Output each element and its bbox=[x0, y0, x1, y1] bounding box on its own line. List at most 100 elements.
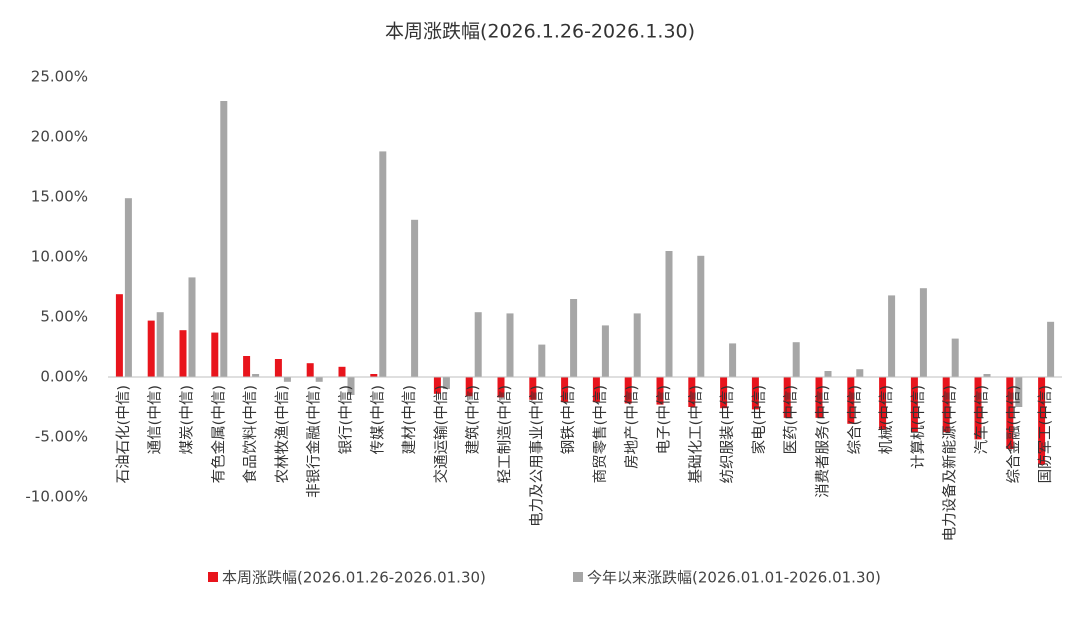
x-tick-label: 电力设备及新能源(中信) bbox=[942, 385, 959, 541]
x-tick-label: 医药(中信) bbox=[783, 385, 800, 454]
bar bbox=[274, 359, 282, 377]
bar bbox=[179, 330, 187, 377]
x-tick-label: 商贸零售(中信) bbox=[592, 385, 609, 483]
bar bbox=[115, 294, 123, 377]
legend-label: 本周涨跌幅(2026.01.26-2026.01.30) bbox=[222, 569, 486, 587]
y-tick-label: -5.00% bbox=[35, 428, 88, 446]
y-tick-label: 5.00% bbox=[40, 308, 88, 326]
bar bbox=[815, 377, 823, 418]
bar bbox=[656, 377, 664, 405]
bar bbox=[942, 377, 950, 433]
bar bbox=[1006, 377, 1014, 449]
x-tick-label: 建筑(中信) bbox=[465, 385, 482, 454]
y-tick-label: -10.00% bbox=[25, 488, 88, 506]
bar bbox=[1015, 377, 1023, 407]
bar bbox=[1047, 321, 1055, 377]
bar bbox=[824, 371, 832, 377]
bar bbox=[974, 377, 982, 440]
y-tick-label: 10.00% bbox=[31, 248, 88, 266]
bar bbox=[252, 374, 260, 377]
bar bbox=[497, 377, 505, 398]
bar bbox=[561, 377, 569, 403]
bar bbox=[338, 366, 346, 377]
bar bbox=[951, 338, 959, 377]
x-tick-label: 电力及公用事业(中信) bbox=[528, 385, 545, 527]
x-tick-label: 轻工制造(中信) bbox=[497, 385, 514, 483]
x-tick-label: 钢铁(中信) bbox=[560, 385, 577, 454]
x-tick-label: 汽车(中信) bbox=[974, 385, 991, 454]
x-tick-label: 通信(中信) bbox=[147, 385, 164, 454]
bar bbox=[633, 313, 641, 377]
bar bbox=[379, 151, 387, 377]
x-tick-label: 消费者服务(中信) bbox=[815, 385, 832, 498]
x-tick-label: 农林牧渔(中信) bbox=[274, 385, 291, 483]
x-tick-label: 交通运输(中信) bbox=[432, 385, 450, 483]
x-tick-label: 计算机(中信) bbox=[910, 385, 927, 469]
bar bbox=[188, 277, 196, 377]
bar bbox=[433, 377, 441, 394]
bar bbox=[211, 332, 219, 377]
x-tick-label: 纺织服装(中信) bbox=[719, 385, 736, 483]
bar bbox=[888, 295, 896, 377]
bar bbox=[474, 312, 482, 377]
bar bbox=[601, 325, 609, 377]
bar bbox=[983, 374, 991, 377]
x-tick-label: 食品饮料(中信) bbox=[242, 385, 259, 483]
bar bbox=[783, 377, 791, 418]
bar bbox=[506, 313, 514, 377]
bar bbox=[847, 377, 855, 424]
bar bbox=[624, 377, 632, 404]
bar bbox=[347, 377, 355, 395]
x-tick-label: 电子(中信) bbox=[656, 385, 673, 454]
x-tick-label: 基础化工(中信) bbox=[687, 385, 704, 483]
x-tick-label: 建材(中信) bbox=[401, 385, 418, 454]
bar bbox=[243, 356, 251, 377]
x-tick-label: 传媒(中信) bbox=[369, 385, 386, 454]
y-tick-label: 0.00% bbox=[40, 368, 88, 386]
bar bbox=[910, 377, 918, 433]
bar bbox=[529, 377, 537, 400]
bar bbox=[792, 342, 800, 377]
bar bbox=[729, 343, 737, 377]
bar bbox=[720, 377, 728, 409]
bar bbox=[370, 374, 378, 377]
x-tick-label: 综合金融(中信) bbox=[1005, 385, 1022, 483]
bar bbox=[283, 377, 291, 382]
x-tick-label: 煤炭(中信) bbox=[179, 385, 196, 454]
bar bbox=[442, 377, 450, 389]
x-tick-label: 非银行金融(中信) bbox=[306, 385, 323, 498]
bar bbox=[220, 101, 228, 377]
bar bbox=[315, 377, 323, 382]
bar bbox=[465, 377, 473, 397]
bar bbox=[306, 363, 314, 377]
x-tick-label: 机械(中信) bbox=[878, 385, 895, 454]
y-tick-label: 25.00% bbox=[31, 68, 88, 86]
bar bbox=[879, 377, 887, 430]
bar bbox=[570, 299, 578, 377]
x-tick-label: 国防军工(中信) bbox=[1037, 385, 1054, 483]
chart-title: 本周涨跌幅(2026.1.26-2026.1.30) bbox=[385, 21, 695, 43]
legend-swatch bbox=[208, 572, 218, 582]
legend-label: 今年以来涨跌幅(2026.01.01-2026.01.30) bbox=[587, 569, 881, 587]
x-tick-label: 家电(中信) bbox=[751, 385, 768, 454]
bar bbox=[688, 377, 696, 407]
x-tick-label: 综合(中信) bbox=[846, 385, 863, 454]
y-tick-label: 20.00% bbox=[31, 128, 88, 146]
bar bbox=[592, 377, 600, 403]
x-tick-label: 银行(中信) bbox=[338, 385, 355, 454]
bar bbox=[124, 198, 132, 377]
bar bbox=[147, 320, 155, 377]
bar bbox=[1038, 377, 1046, 465]
x-tick-label: 石油石化(中信) bbox=[115, 385, 132, 483]
bar bbox=[697, 255, 705, 377]
x-tick-label: 房地产(中信) bbox=[624, 385, 641, 469]
bar bbox=[411, 219, 419, 377]
bar bbox=[156, 312, 164, 377]
x-tick-label: 有色金属(中信) bbox=[210, 385, 227, 483]
bar bbox=[856, 369, 864, 377]
bar bbox=[751, 377, 759, 410]
bar bbox=[538, 344, 546, 377]
bar bbox=[665, 251, 673, 377]
legend-swatch bbox=[573, 572, 583, 582]
